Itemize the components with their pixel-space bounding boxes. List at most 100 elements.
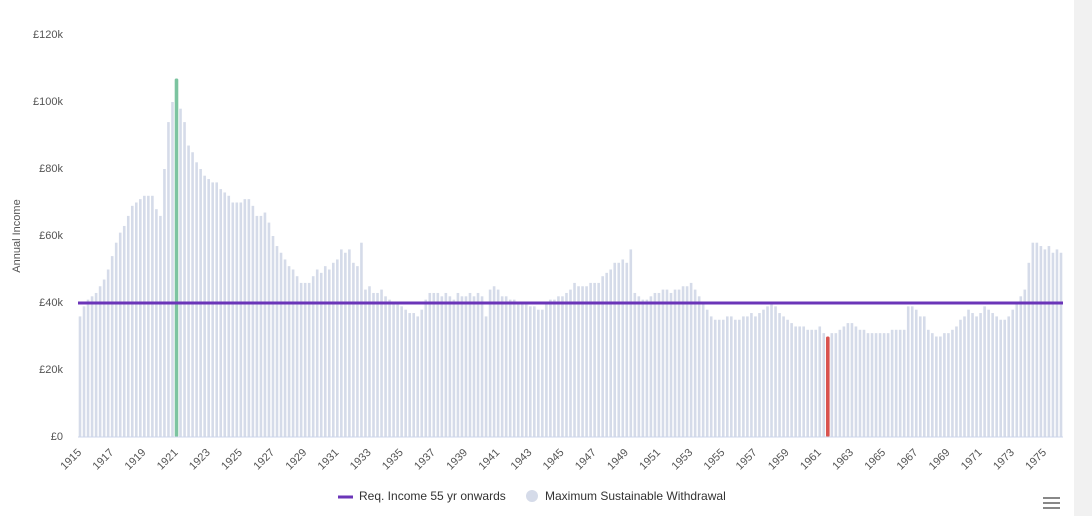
bar [356,266,359,437]
bar [806,329,810,437]
bar [171,102,174,437]
bar [118,232,122,437]
x-tick-label: 1969 [927,447,953,473]
bar [782,316,785,437]
x-tick-label: 1935 [380,447,406,473]
bar [641,299,645,437]
x-tick-label: 1961 [798,447,824,473]
x-tick-label: 1959 [766,447,792,473]
bar [520,303,524,437]
bar [106,269,110,437]
bar [786,319,789,437]
bar [597,282,600,437]
bar [215,182,219,437]
bar [629,249,633,437]
highlight-bar [174,78,179,438]
bar [922,316,926,437]
bar [420,309,424,437]
x-tick-label: 1939 [444,447,470,473]
bar [384,296,387,437]
bar [227,195,231,437]
bar [870,333,874,437]
bar [444,292,448,437]
menu-icon[interactable] [1043,497,1060,509]
bar [311,276,315,437]
bar [561,296,564,437]
bar [794,326,797,437]
bar [516,303,520,437]
bar [179,108,182,437]
bar [738,319,741,437]
x-tick-label: 1919 [123,447,149,473]
bar [203,175,206,437]
bar [331,262,335,437]
bar [235,202,239,437]
bar [484,316,488,437]
bar [376,292,379,437]
bar [82,306,86,437]
bar [665,289,669,437]
bar [1043,249,1047,437]
bar [721,319,725,437]
bar [713,319,717,437]
bar [834,333,838,437]
x-tick-label: 1963 [830,447,856,473]
bar [645,299,649,437]
bar [480,296,484,437]
x-tick-label: 1923 [187,447,213,473]
bar [649,296,653,437]
x-tick-label: 1915 [58,447,84,473]
bar [243,199,247,437]
bar [593,282,596,437]
bar [537,309,540,437]
bar [279,252,283,437]
bar [553,299,556,437]
bar [750,313,753,437]
bar [927,329,930,437]
x-tick-label: 1971 [959,447,985,473]
bar [798,326,801,437]
bar [766,306,769,437]
bar [251,205,255,437]
bar [504,296,508,437]
bar [894,329,898,437]
bar [340,249,343,437]
bar [436,292,440,437]
x-tick-label: 1955 [702,447,728,473]
bar [78,316,82,437]
bar [959,319,962,437]
y-axis-label: Annual Income [11,199,23,272]
bar [557,296,560,437]
bar [327,269,331,437]
bar [758,313,761,437]
bar [697,296,701,437]
bar [299,282,303,437]
x-tick-label: 1967 [895,447,921,473]
bar [404,309,407,437]
bar [633,292,637,437]
x-tick-label: 1933 [348,447,374,473]
x-tick-label: 1943 [509,447,535,473]
bar [858,329,862,437]
bar [734,319,737,437]
bar [1059,252,1063,437]
bar [774,306,777,437]
x-tick-label: 1945 [541,447,567,473]
legend-label[interactable]: Req. Income 55 yr onwards [359,489,506,503]
x-tick-label: 1951 [637,447,663,473]
bar [496,289,500,437]
y-tick-label: £20k [39,364,63,376]
bar [910,306,914,437]
bar [271,236,275,437]
bar [231,202,235,437]
bar [211,182,214,437]
bar [601,276,604,437]
bar [935,336,938,437]
bar [709,316,713,437]
bar [689,282,693,437]
bar [448,296,452,437]
bar [810,329,814,437]
bar [890,329,894,437]
bar [456,292,460,437]
scrollbar[interactable] [1074,0,1092,516]
